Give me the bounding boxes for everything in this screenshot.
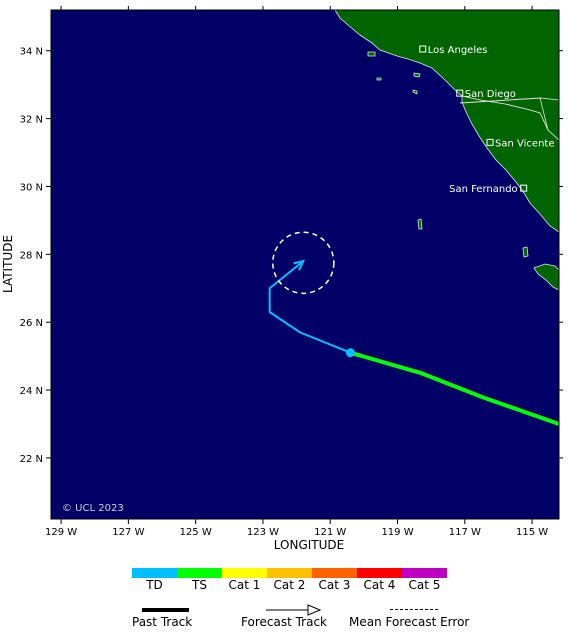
longitude-tick-label: 123 W xyxy=(247,527,279,538)
longitude-tick-label: 129 W xyxy=(45,527,77,538)
city-marker xyxy=(486,138,494,146)
current-position-marker xyxy=(345,348,355,358)
past-track-line-icon xyxy=(142,608,189,612)
legend-swatch-cat-1 xyxy=(222,568,267,578)
longitude-tick-label: 125 W xyxy=(180,527,212,538)
legend-swatch-cat-4 xyxy=(357,568,402,578)
city-marker xyxy=(520,184,528,192)
latitude-tick-label: 26 N xyxy=(20,318,43,329)
longitude-ticks: 129 W 127 W 125 W 123 W 121 W 119 W 117 W 115 W xyxy=(45,6,548,538)
copyright-text: © UCL 2023 xyxy=(62,503,124,514)
longitude-tick-label: 119 W xyxy=(381,527,413,538)
forecast-arrow-icon xyxy=(266,604,322,616)
latitude-tick-label: 28 N xyxy=(20,250,43,261)
past-track-label: Past Track xyxy=(132,615,193,629)
legend-label-cat-5: Cat 5 xyxy=(408,578,441,592)
dashed-line-icon xyxy=(390,609,438,610)
legend-label-cat-2: Cat 2 xyxy=(273,578,306,592)
legend-label-cat-3: Cat 3 xyxy=(318,578,351,592)
guadalupe-island xyxy=(417,218,423,230)
mean-forecast-error-label: Mean Forecast Error xyxy=(349,615,470,629)
latitude-ticks: 34 N 32 N 30 N 28 N 26 N 24 N 22 N xyxy=(20,47,563,465)
past-track-line xyxy=(349,350,559,426)
channel-island-2 xyxy=(413,72,421,78)
legend-label-cat-4: Cat 4 xyxy=(363,578,396,592)
latitude-tick-label: 30 N xyxy=(20,182,43,193)
us-mexico-border xyxy=(459,97,542,104)
city-label: San Fernando xyxy=(449,184,518,195)
longitude-axis-title: LONGITUDE xyxy=(274,538,344,552)
forecast-error-circle xyxy=(272,231,335,295)
latitude-tick-label: 24 N xyxy=(20,386,43,397)
channel-island-1 xyxy=(367,51,376,57)
longitude-tick-label: 117 W xyxy=(449,527,481,538)
city-label: San Vicente xyxy=(495,138,554,149)
baja-peninsula xyxy=(461,95,559,233)
city-label: San Diego xyxy=(465,89,516,100)
land-layer xyxy=(334,10,559,291)
latitude-tick-label: 22 N xyxy=(20,454,43,465)
tracks-layer xyxy=(268,231,559,426)
city-marker xyxy=(456,89,464,97)
forecast-track-label: Forecast Track xyxy=(241,615,327,629)
map-frame xyxy=(50,9,560,520)
longitude-tick-label: 127 W xyxy=(112,527,144,538)
legend-swatch-cat-5 xyxy=(402,568,447,578)
longitude-tick-label: 121 W xyxy=(314,527,346,538)
legend-swatch-ts xyxy=(177,568,222,578)
legend-label-cat-1: Cat 1 xyxy=(228,578,261,592)
longitude-tick-label: 115 W xyxy=(516,527,548,538)
bay-of-vizcaino-coast xyxy=(533,263,559,291)
legend-swatch-td xyxy=(132,568,177,578)
cedros-island xyxy=(522,246,529,258)
latitude-tick-label: 32 N xyxy=(20,115,43,126)
legend-label-ts: TS xyxy=(192,578,207,592)
city-marker xyxy=(419,45,427,53)
cities-layer: Los Angeles San Diego San Vicente San Ferna… xyxy=(419,45,554,195)
forecast-arrowhead xyxy=(293,259,306,271)
legend-swatch-cat-3 xyxy=(312,568,357,578)
channel-island-4 xyxy=(412,89,418,95)
latitude-axis-title: LATITUDE xyxy=(1,235,15,293)
legend-swatch-cat-2 xyxy=(267,568,312,578)
legend-label-td: TD xyxy=(146,578,163,592)
forecast-track-line xyxy=(268,260,351,354)
mainland-mexico xyxy=(539,97,559,141)
channel-island-3 xyxy=(376,77,382,81)
latitude-tick-label: 34 N xyxy=(20,47,43,58)
city-label: Los Angeles xyxy=(428,45,488,56)
